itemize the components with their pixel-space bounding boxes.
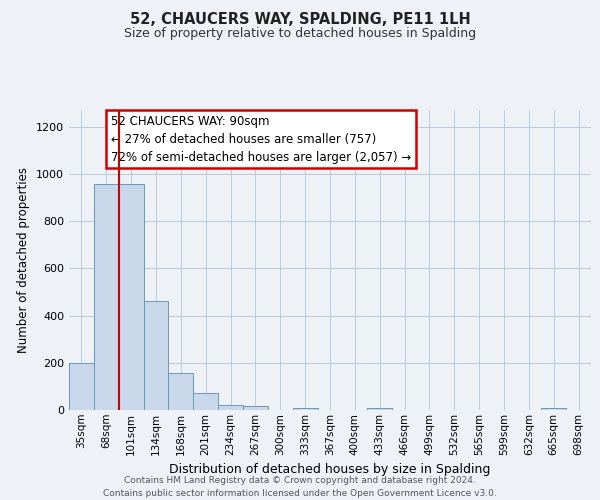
Bar [193,394,218,410]
Text: 52 CHAUCERS WAY: 90sqm
← 27% of detached houses are smaller (757)
72% of semi-de: 52 CHAUCERS WAY: 90sqm ← 27% of detached… [111,114,411,164]
Bar [94,184,119,410]
Bar [169,374,193,410]
Bar [243,406,268,410]
Bar [119,184,143,410]
Text: 52, CHAUCERS WAY, SPALDING, PE11 1LH: 52, CHAUCERS WAY, SPALDING, PE11 1LH [130,12,470,28]
Bar [69,363,94,410]
Bar [367,408,392,410]
Text: Contains HM Land Registry data © Crown copyright and database right 2024.
Contai: Contains HM Land Registry data © Crown c… [103,476,497,498]
Bar [541,408,566,410]
X-axis label: Distribution of detached houses by size in Spalding: Distribution of detached houses by size … [169,463,491,476]
Y-axis label: Number of detached properties: Number of detached properties [17,167,31,353]
Bar [293,408,317,410]
Text: Size of property relative to detached houses in Spalding: Size of property relative to detached ho… [124,28,476,40]
Bar [218,405,243,410]
Bar [143,302,169,410]
